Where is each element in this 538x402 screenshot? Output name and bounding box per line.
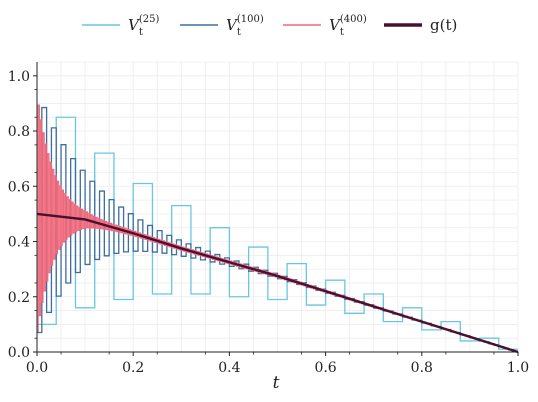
axes: 0.0 0.2 0.4 0.6 0.8 1.0 0.0 0.2 0.4 0.6 0.8 1.0	[8, 62, 529, 376]
series-v25	[37, 116, 518, 350]
legend-label-v25: Vt(25)	[128, 14, 160, 38]
legend-label-v400: Vt(400)	[329, 14, 367, 38]
y-tick-label: 0.8	[8, 124, 30, 140]
x-tick-label: 0.2	[122, 360, 144, 376]
x-tick-label: 0.0	[26, 360, 48, 376]
x-tick-label: 1.0	[507, 360, 529, 376]
y-tick-label: 0.0	[8, 345, 30, 361]
y-tick-label: 0.4	[8, 235, 30, 251]
y-tick-label: 1.0	[8, 69, 30, 85]
series-g	[36, 212, 519, 354]
x-tick-label: 0.4	[218, 360, 240, 376]
legend: Vt(25) Vt(100) Vt(400) g(t)	[82, 14, 457, 38]
y-tick-label: 0.2	[8, 290, 30, 306]
plot-area	[36, 61, 519, 354]
legend-label-v100: Vt(100)	[226, 14, 264, 38]
x-tick-label: 0.8	[411, 360, 433, 376]
x-tick-label: 0.6	[314, 360, 336, 376]
legend-label-g: g(t)	[430, 16, 457, 34]
y-tick-label: 0.6	[8, 179, 30, 195]
x-axis-label: t	[273, 373, 280, 393]
